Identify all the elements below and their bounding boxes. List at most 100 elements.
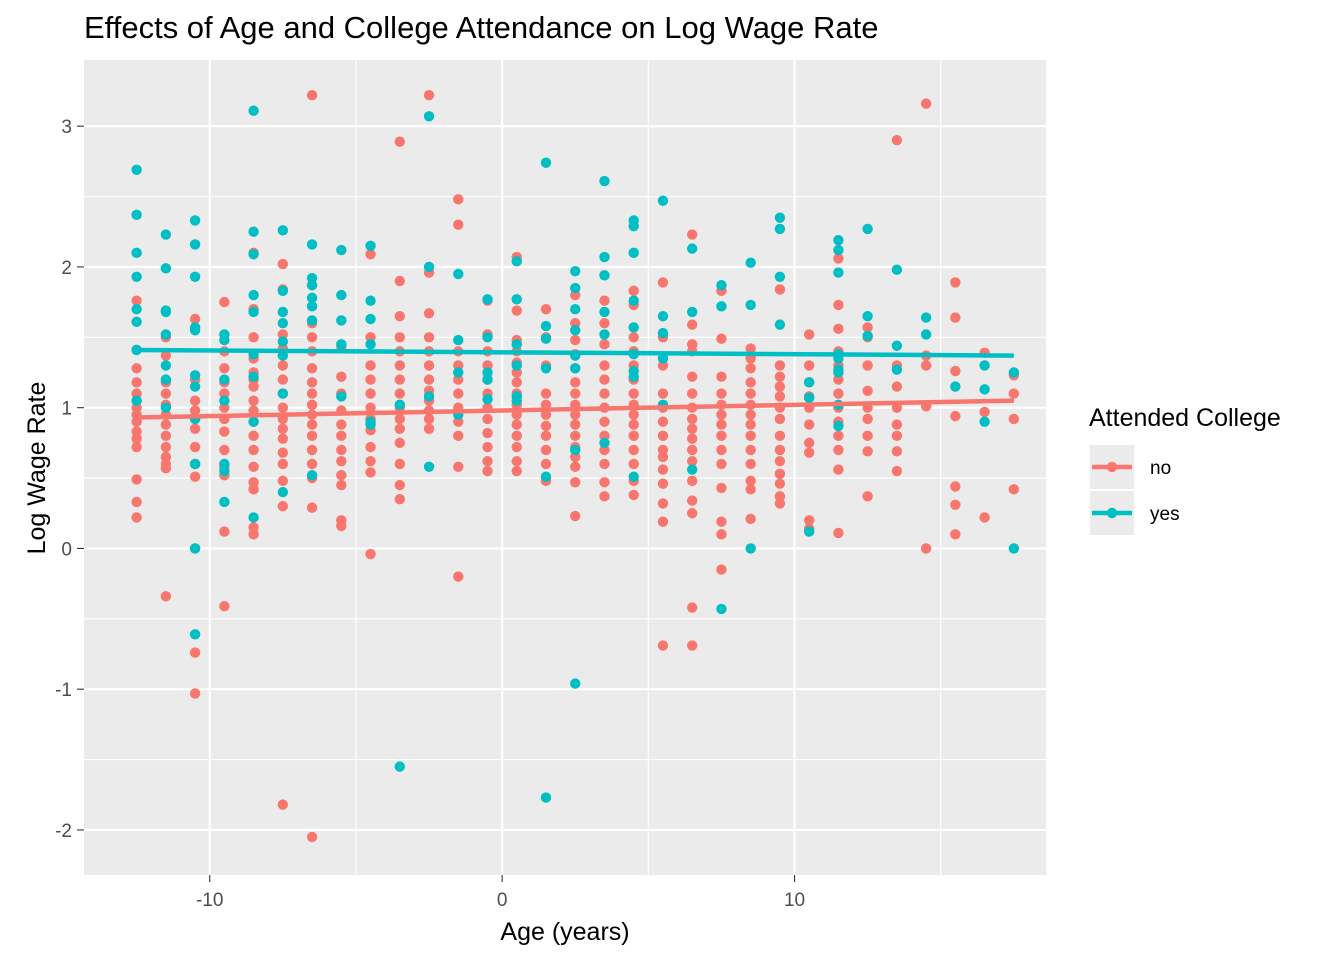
point-no bbox=[306, 831, 318, 843]
point-no bbox=[833, 388, 844, 399]
point-no bbox=[131, 363, 142, 374]
point-yes bbox=[716, 280, 727, 291]
point-yes bbox=[219, 395, 230, 406]
point-no bbox=[306, 388, 318, 399]
point-no bbox=[365, 455, 376, 467]
point-no bbox=[306, 89, 318, 101]
point-yes bbox=[745, 257, 756, 268]
point-no bbox=[686, 371, 698, 382]
grid-minor-x bbox=[355, 60, 942, 875]
point-yes bbox=[599, 329, 610, 340]
point-no bbox=[803, 515, 815, 526]
y-tick-label: -1 bbox=[55, 680, 72, 701]
x-tick-label: 0 bbox=[497, 890, 508, 911]
point-yes bbox=[511, 360, 522, 371]
point-yes bbox=[628, 220, 639, 232]
point-yes bbox=[277, 486, 289, 498]
point-no bbox=[277, 402, 289, 413]
point-no bbox=[862, 385, 873, 396]
point-no bbox=[891, 419, 903, 430]
point-no bbox=[482, 465, 493, 477]
point-no bbox=[131, 377, 142, 388]
grid-minor-y bbox=[84, 195, 1046, 761]
point-no bbox=[657, 640, 669, 651]
point-no bbox=[570, 419, 581, 430]
point-no bbox=[628, 332, 639, 343]
point-yes bbox=[1008, 367, 1020, 378]
point-yes bbox=[540, 792, 552, 803]
fit-lines-layer bbox=[136, 347, 1014, 420]
point-no bbox=[394, 310, 405, 322]
point-no bbox=[657, 277, 669, 288]
point-no bbox=[716, 409, 727, 420]
point-no bbox=[453, 388, 464, 399]
point-yes bbox=[540, 320, 552, 332]
point-yes bbox=[920, 312, 932, 323]
point-no bbox=[423, 423, 435, 434]
point-no bbox=[950, 481, 961, 492]
point-yes bbox=[833, 234, 844, 246]
point-no bbox=[599, 388, 610, 399]
fit-line-no bbox=[136, 398, 1014, 420]
point-no bbox=[774, 468, 786, 480]
point-no bbox=[599, 491, 610, 502]
chart-title: Effects of Age and College Attendance on… bbox=[84, 10, 879, 45]
point-no bbox=[394, 360, 405, 371]
point-no bbox=[394, 413, 405, 425]
point-yes bbox=[219, 374, 230, 385]
point-yes bbox=[803, 526, 815, 537]
point-no bbox=[482, 413, 493, 425]
point-yes bbox=[248, 289, 259, 301]
point-no bbox=[833, 444, 844, 456]
point-no bbox=[423, 360, 435, 371]
point-no bbox=[277, 458, 289, 470]
point-yes bbox=[628, 295, 639, 306]
point-no bbox=[306, 458, 318, 470]
point-no bbox=[277, 423, 289, 434]
point-yes bbox=[628, 322, 639, 333]
point-no bbox=[599, 416, 610, 427]
point-no bbox=[862, 446, 873, 457]
point-yes bbox=[1008, 543, 1020, 554]
point-yes bbox=[336, 391, 347, 402]
point-no bbox=[657, 478, 669, 489]
point-yes bbox=[189, 543, 201, 554]
point-yes bbox=[803, 392, 815, 404]
point-no bbox=[219, 363, 230, 374]
point-no bbox=[160, 463, 172, 474]
point-no bbox=[686, 413, 698, 425]
point-yes bbox=[891, 264, 903, 275]
point-yes bbox=[657, 310, 669, 322]
point-no bbox=[862, 430, 873, 442]
point-no bbox=[160, 591, 172, 602]
point-no bbox=[716, 444, 727, 456]
point-yes bbox=[833, 244, 844, 256]
point-no bbox=[686, 508, 698, 519]
point-yes bbox=[131, 247, 142, 259]
point-yes bbox=[365, 419, 376, 430]
point-no bbox=[862, 491, 873, 502]
point-yes bbox=[599, 306, 610, 318]
point-no bbox=[599, 360, 610, 371]
point-yes bbox=[277, 285, 289, 297]
point-yes bbox=[657, 353, 669, 364]
point-yes bbox=[423, 261, 435, 273]
point-yes bbox=[365, 339, 376, 350]
point-yes bbox=[277, 306, 289, 318]
point-yes bbox=[716, 603, 727, 615]
point-no bbox=[248, 430, 259, 442]
y-axis-title: Log Wage Rate bbox=[23, 382, 51, 555]
points-layer bbox=[131, 89, 1020, 843]
point-no bbox=[131, 474, 142, 485]
point-no bbox=[160, 430, 172, 442]
point-yes bbox=[599, 251, 610, 263]
point-yes bbox=[570, 325, 581, 336]
point-no bbox=[716, 529, 727, 540]
point-no bbox=[716, 333, 727, 344]
point-yes bbox=[774, 223, 786, 235]
grid-major-x bbox=[208, 60, 796, 875]
x-tick-label: -10 bbox=[196, 890, 223, 911]
point-yes bbox=[248, 105, 259, 116]
point-no bbox=[745, 484, 756, 495]
point-no bbox=[248, 332, 259, 343]
